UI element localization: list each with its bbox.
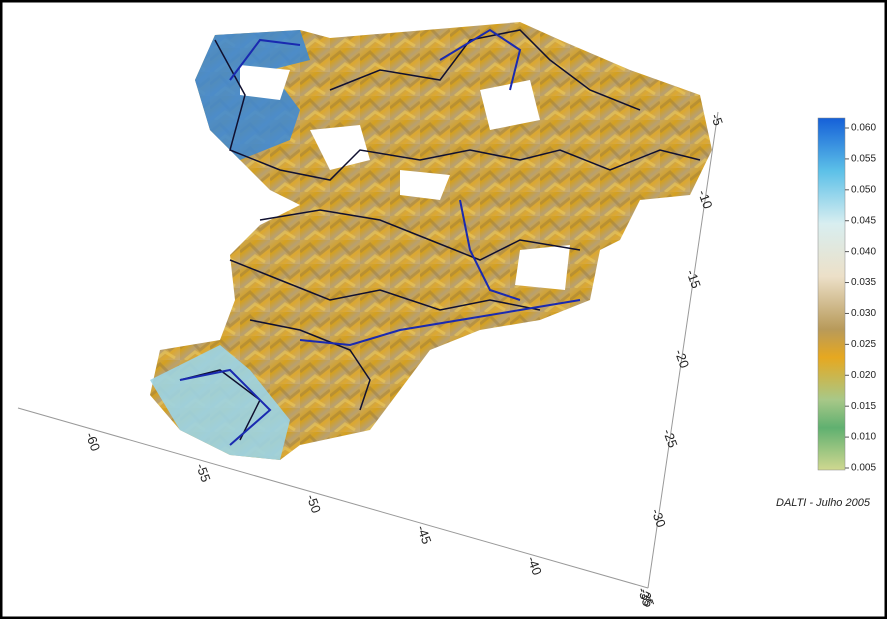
y-tick-label: -35	[637, 586, 658, 609]
colorbar-tick-label: 0.030	[851, 308, 876, 319]
colorbar-tick-label: 0.015	[851, 401, 876, 412]
screen: -60-55-50-45-40-35 -5-10-15-20-25-30-35 …	[0, 0, 887, 619]
map-plot: -60-55-50-45-40-35 -5-10-15-20-25-30-35 …	[0, 0, 887, 619]
colorbar-tick-label: 0.005	[851, 463, 876, 474]
colorbar-tick-label: 0.020	[851, 370, 876, 381]
colorbar-scale	[818, 118, 845, 470]
colorbar-tick-label: 0.025	[851, 339, 876, 350]
y-tick-label: -10	[695, 188, 716, 211]
colorbar-tick-label: 0.060	[851, 123, 876, 134]
colorbar: 0.060 0.055 0.050 0.045 0.040 0.035 0.030 0.025…	[818, 118, 876, 474]
colorbar-tick-label: 0.050	[851, 184, 876, 195]
y-tick-label: -25	[660, 427, 681, 450]
y-tick-label: -30	[648, 507, 669, 530]
y-tick-label: -15	[683, 268, 704, 291]
caption: DALTI - Julho 2005	[776, 497, 871, 509]
x-tick-labels: -60-55-50-45-40-35	[83, 430, 656, 608]
colorbar-tick-label: 0.040	[851, 246, 876, 257]
x-tick-label: -55	[193, 461, 214, 484]
y-tick-label: -5	[708, 112, 726, 128]
colorbar-tick-label: 0.010	[851, 432, 876, 443]
surface	[150, 22, 712, 460]
x-tick-label: -60	[83, 430, 104, 453]
y-tick-label: -20	[672, 347, 693, 370]
x-tick-label: -50	[304, 492, 325, 515]
colorbar-tick-label: 0.055	[851, 154, 876, 165]
colorbar-tick-label: 0.045	[851, 215, 876, 226]
colorbar-tick-label: 0.035	[851, 277, 876, 288]
x-tick-label: -45	[414, 523, 435, 546]
